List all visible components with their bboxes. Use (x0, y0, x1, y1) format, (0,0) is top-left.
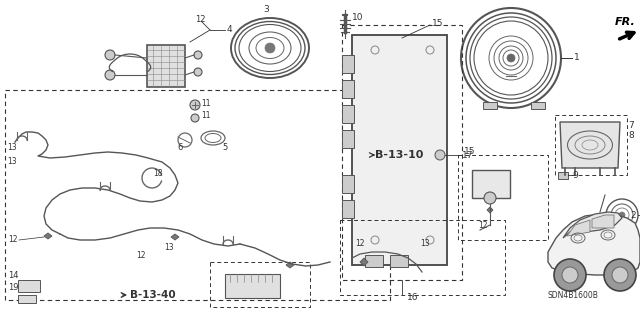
Text: 15: 15 (464, 147, 476, 157)
Text: 6: 6 (177, 144, 182, 152)
Polygon shape (171, 234, 179, 240)
Polygon shape (592, 215, 614, 228)
Circle shape (191, 114, 199, 122)
Circle shape (562, 267, 578, 283)
Text: 4: 4 (227, 26, 232, 34)
Bar (225, 274, 280, 298)
Bar (390, 255, 408, 267)
Text: 9: 9 (572, 170, 578, 180)
Text: 10: 10 (352, 13, 364, 23)
Text: 8: 8 (628, 130, 634, 139)
Text: 19: 19 (8, 284, 19, 293)
Bar (18, 295, 36, 303)
Text: 12: 12 (478, 220, 488, 229)
Text: 12: 12 (195, 16, 205, 25)
Bar (210, 262, 310, 307)
Bar (147, 45, 185, 87)
Bar (5, 90, 390, 300)
Text: B-13-40: B-13-40 (130, 290, 175, 300)
Bar (483, 102, 497, 109)
Circle shape (194, 68, 202, 76)
Bar (342, 80, 354, 98)
Bar (18, 280, 40, 292)
Bar (342, 105, 354, 123)
Text: 17: 17 (462, 151, 474, 160)
Text: FR.: FR. (615, 17, 636, 27)
Text: 14: 14 (8, 271, 19, 280)
Circle shape (194, 51, 202, 59)
Polygon shape (360, 258, 368, 266)
Bar (342, 25, 462, 280)
Polygon shape (548, 214, 640, 275)
Circle shape (435, 150, 445, 160)
Text: 5: 5 (222, 144, 227, 152)
Bar (342, 200, 354, 218)
Circle shape (554, 259, 586, 291)
Text: 13: 13 (420, 239, 429, 248)
Text: 13: 13 (7, 144, 17, 152)
Text: SDN4B1600B: SDN4B1600B (548, 291, 599, 300)
Bar (342, 130, 354, 148)
Circle shape (265, 43, 275, 53)
Bar (342, 55, 354, 73)
Text: 13: 13 (7, 158, 17, 167)
Text: 15: 15 (432, 19, 444, 27)
Polygon shape (560, 122, 620, 168)
Text: 13: 13 (164, 243, 173, 253)
Circle shape (105, 50, 115, 60)
Text: 2: 2 (630, 211, 636, 219)
Text: 16: 16 (407, 293, 419, 301)
Polygon shape (487, 207, 493, 213)
Circle shape (105, 70, 115, 80)
Bar (555, 115, 627, 175)
Bar (458, 155, 548, 240)
Circle shape (612, 267, 628, 283)
Polygon shape (563, 212, 622, 238)
Text: 12: 12 (8, 235, 17, 244)
Text: B-13-10: B-13-10 (375, 150, 424, 160)
Text: 11: 11 (201, 112, 211, 121)
Text: 18: 18 (153, 168, 163, 177)
Polygon shape (286, 262, 294, 268)
Circle shape (604, 259, 636, 291)
Bar (558, 172, 568, 179)
Polygon shape (44, 233, 52, 239)
Text: 1: 1 (574, 54, 580, 63)
Polygon shape (567, 220, 590, 236)
Bar (472, 170, 510, 198)
Bar (352, 35, 447, 265)
Text: 7: 7 (628, 121, 634, 130)
Text: 12: 12 (136, 250, 145, 259)
Text: 11: 11 (201, 99, 211, 108)
Bar (340, 220, 505, 295)
Circle shape (484, 192, 496, 204)
Circle shape (190, 100, 200, 110)
Text: 12: 12 (355, 239, 365, 248)
Bar (365, 255, 383, 267)
Bar (531, 102, 545, 109)
Circle shape (507, 54, 515, 62)
Circle shape (619, 212, 625, 218)
Bar (342, 175, 354, 193)
Text: 3: 3 (263, 5, 269, 14)
